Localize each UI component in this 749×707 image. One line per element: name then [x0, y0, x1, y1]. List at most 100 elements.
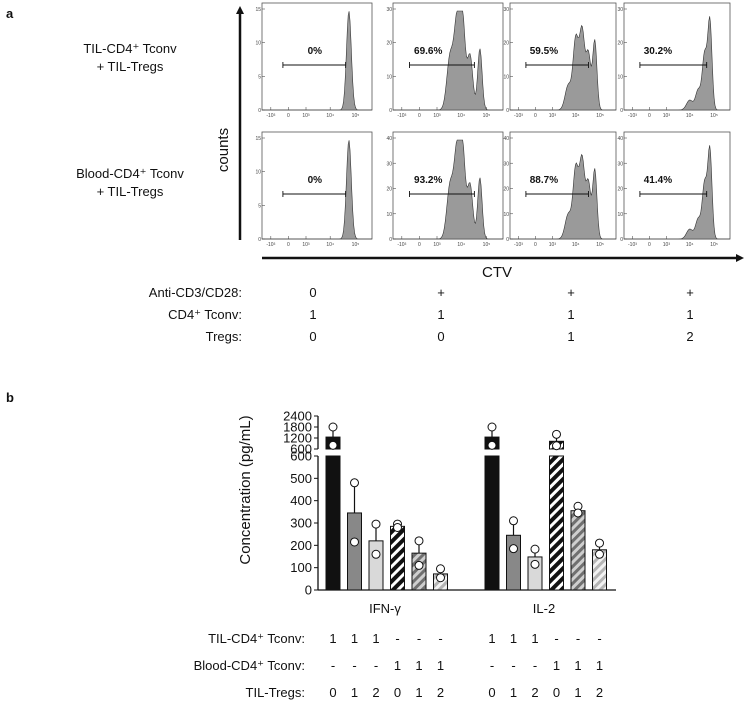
- hist-ytick-label: 0: [389, 237, 392, 243]
- gate-percent: 93.2%: [414, 175, 442, 186]
- bar-il-2-4: [549, 429, 564, 591]
- hist-ytick-label: 30: [386, 7, 392, 13]
- data-point: [436, 564, 445, 574]
- y-tick-label: 400: [290, 493, 312, 508]
- gate-percent: 41.4%: [644, 175, 672, 186]
- hist-xtick-label: 0: [648, 242, 651, 248]
- hist-ytick-label: 30: [617, 7, 623, 13]
- bar-rect: [506, 534, 521, 591]
- cond-b-value: 1: [351, 631, 358, 646]
- data-point: [328, 422, 338, 432]
- hist-xtick-label: 10⁵: [352, 113, 360, 119]
- cond-a-values: 0 + + +1 1 1 1 0 0 1 2: [309, 285, 693, 344]
- cond-b-value: -: [554, 631, 558, 646]
- histogram-r2-c4: 0 10 20 30 40 -10³ 0 10³ 10⁴ 10⁵ 41.4%: [617, 131, 731, 248]
- hist-xtick-label: 10³: [549, 113, 557, 119]
- panel-b-conditions: TIL-CD4⁺ Tconv: Blood-CD4⁺ Tconv: TIL-Tr…: [194, 631, 604, 700]
- data-point: [371, 519, 381, 529]
- hist-ytick-label: 10: [386, 74, 392, 80]
- concentration-axis-label: Concentration (pg/mL): [237, 415, 254, 564]
- hist-xtick-label: 10³: [302, 113, 310, 119]
- cond-b-value: 1: [553, 658, 560, 673]
- data-point: [595, 538, 604, 548]
- group-label-ifn-gamma: IFN-γ: [369, 601, 401, 616]
- bar-il-2-2: [506, 516, 521, 591]
- hist-ytick-label: 10: [255, 170, 261, 176]
- cond-b-value: -: [533, 658, 537, 673]
- histogram-curve: [393, 10, 503, 111]
- hist-ytick-label: 10: [386, 212, 392, 218]
- hist-xtick-label: 10⁴: [572, 113, 580, 119]
- hist-ytick-label: 20: [617, 41, 623, 47]
- hist-xtick-label: 10⁵: [710, 113, 718, 119]
- hist-xtick-label: -10³: [266, 113, 275, 119]
- y-tick-label: 200: [290, 538, 312, 553]
- hist-xtick-label: 10⁵: [483, 242, 491, 248]
- cond-b-values: 1 1 1- - -1 1 1- - -- - -1 1 1- - -1 1 10 1 2 0 1 2 0 1 2 0 1 2: [329, 631, 603, 700]
- cond-a-value: +: [567, 285, 575, 300]
- histogram-r2-c3: 0 10 20 30 40 -10³ 0 10³ 10⁴ 10⁵ 88.7%: [503, 131, 617, 248]
- hist-xtick-label: 10³: [433, 242, 441, 248]
- cond-b-value: 1: [351, 685, 358, 700]
- cond-b-value: 1: [531, 631, 538, 646]
- hist-xtick-label: 10³: [433, 113, 441, 119]
- gate-percent: 0%: [308, 46, 323, 57]
- cond-a-value: 1: [309, 307, 316, 322]
- cond-b-value: 1: [329, 631, 336, 646]
- hist-xtick-label: 10⁴: [457, 242, 465, 248]
- data-point: [552, 441, 561, 451]
- hist-xtick-label: 10³: [663, 113, 671, 119]
- data-point: [552, 429, 561, 439]
- histogram-grid: 0 5 10 15 -10³ 0 10³ 10⁴ 10⁵ 0% 0 10 20 30 -10³ 0 10³ 10⁴…: [255, 2, 731, 248]
- hist-xtick-label: 10⁴: [326, 113, 334, 119]
- histogram-r2-c1: 0 5 10 15 -10³ 0 10³ 10⁴ 10⁵ 0%: [255, 131, 373, 248]
- hist-xtick-label: 10⁵: [710, 242, 718, 248]
- hist-ytick-label: 10: [503, 212, 509, 218]
- hist-ytick-label: 40: [503, 136, 509, 142]
- hist-xtick-label: 0: [648, 113, 651, 119]
- data-point: [393, 522, 402, 532]
- hist-xtick-label: 10³: [549, 242, 557, 248]
- data-point: [487, 440, 497, 450]
- cond-b-value: -: [395, 631, 399, 646]
- y-tick-label: 0: [305, 583, 312, 598]
- data-point: [530, 544, 540, 554]
- bar-ifn-gamma-6: [433, 564, 448, 591]
- histogram-curve: [624, 145, 730, 240]
- cond-b-value: 1: [437, 658, 444, 673]
- bar-il-2-3: [527, 544, 543, 591]
- bar-ifn-gamma-1: [325, 422, 341, 591]
- panel-a-letter: a: [6, 6, 14, 21]
- gate-percent: 0%: [308, 175, 323, 186]
- hist-ytick-label: 0: [620, 237, 623, 243]
- histogram-r1-c2: 0 10 20 30 -10³ 0 10³ 10⁴ 10⁵ 69.6%: [386, 2, 504, 119]
- cond-b-value: 1: [415, 685, 422, 700]
- bar-ifn-gamma-3: [368, 519, 384, 591]
- cond-a-value: 1: [686, 307, 693, 322]
- cond-b-value: 0: [394, 685, 401, 700]
- row-1-label-line2: + TIL-Tregs: [97, 59, 164, 74]
- histogram-curve: [262, 11, 372, 111]
- data-point: [414, 536, 424, 546]
- cond-a-value: 0: [309, 285, 316, 300]
- hist-xtick-label: 10⁴: [326, 242, 334, 248]
- data-point: [414, 560, 424, 570]
- row-2-label-line1: Blood-CD4⁺ Tconv: [76, 166, 184, 181]
- cond-b-value: 1: [574, 685, 581, 700]
- hist-ytick-label: 15: [255, 136, 261, 142]
- hist-xtick-label: 10⁵: [596, 242, 604, 248]
- y-tick-label: 600: [290, 449, 312, 464]
- hist-xtick-label: -10³: [514, 242, 523, 248]
- hist-xtick-label: -10³: [397, 113, 406, 119]
- bar-il-2-5: [570, 501, 586, 591]
- y-tick-label: 300: [290, 516, 312, 531]
- cond-b-value: -: [490, 658, 494, 673]
- hist-ytick-label: 0: [506, 108, 509, 114]
- histogram-r2-c2: 0 10 20 30 40 -10³ 0 10³ 10⁴ 10⁵ 93.2%: [386, 131, 504, 248]
- data-point: [595, 549, 604, 559]
- cond-a-value: 0: [309, 329, 316, 344]
- gate-percent: 59.5%: [530, 46, 558, 57]
- cond-a-value: 0: [437, 329, 444, 344]
- cond-a-value: 1: [567, 329, 574, 344]
- y-tick-label: 500: [290, 471, 312, 486]
